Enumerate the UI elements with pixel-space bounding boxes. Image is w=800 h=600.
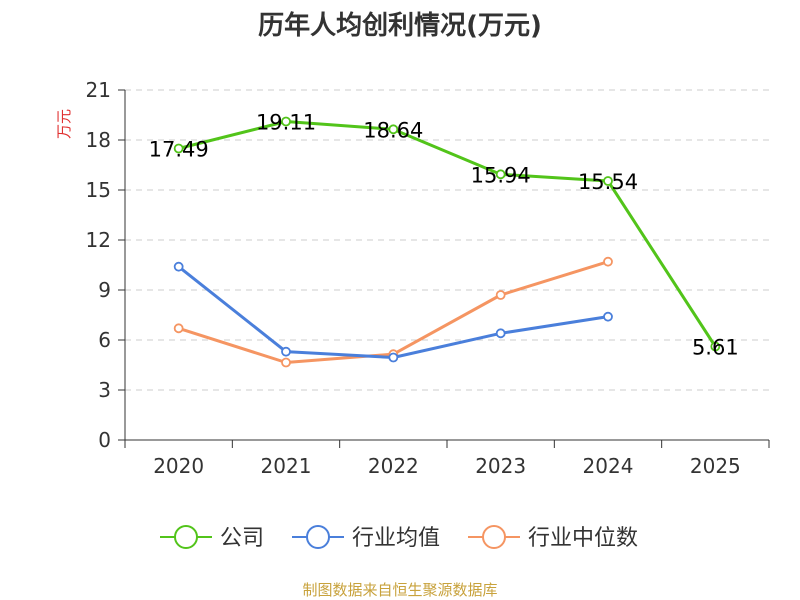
y-tick-label: 0 — [98, 428, 111, 452]
y-tick-label: 18 — [86, 128, 111, 152]
legend-label: 行业均值 — [352, 526, 440, 551]
legend: 公司 行业均值 行业中位数 — [160, 525, 638, 551]
data-label: 18.64 — [363, 118, 423, 142]
data-label: 5.61 — [692, 336, 739, 360]
series-公司 — [173, 116, 721, 352]
x-tick-label: 2024 — [583, 454, 634, 478]
data-point — [603, 256, 613, 267]
legend-label: 公司 — [220, 526, 264, 551]
series-line — [178, 260, 609, 364]
y-tick-label: 6 — [98, 328, 111, 352]
data-point — [173, 323, 184, 334]
x-tick-label: 2022 — [368, 454, 419, 478]
data-point — [495, 290, 506, 300]
data-label: 15.54 — [578, 170, 638, 194]
grid-layer — [125, 89, 769, 391]
data-label-layer: 17.49 19.11 18.64 15.94 15.54 5.61 — [149, 111, 739, 360]
data-point — [388, 124, 399, 135]
y-tick-label: 12 — [86, 228, 111, 252]
series-layer — [173, 116, 721, 368]
series-行业均值 — [173, 261, 613, 363]
data-label: 17.49 — [149, 138, 209, 162]
legend-swatch-marker — [306, 525, 330, 549]
data-point — [710, 341, 721, 352]
x-tick-label: 2021 — [261, 454, 312, 478]
legend-item: 行业均值 — [292, 525, 440, 551]
data-point — [388, 352, 399, 363]
data-point — [281, 346, 291, 357]
data-point — [281, 357, 291, 368]
y-tick-label: 9 — [98, 278, 111, 302]
data-point — [173, 261, 184, 272]
data-point — [495, 169, 506, 180]
x-tick-label: 2023 — [475, 454, 526, 478]
chart-title: 历年人均创利情况(万元) — [258, 10, 542, 41]
data-label: 19.11 — [256, 111, 316, 135]
legend-label: 行业中位数 — [528, 526, 638, 551]
data-point — [281, 116, 291, 127]
data-source: 制图数据来自恒生聚源数据库 — [302, 581, 497, 599]
axis-layer: 0 3 6 9 12 15 18 21 2020 2021 2022 2023 2024 2025 — [86, 78, 770, 478]
data-label: 15.94 — [471, 163, 531, 187]
x-tick-label: 2025 — [690, 454, 741, 478]
series-行业中位数 — [173, 256, 613, 368]
y-tick-label: 3 — [98, 378, 111, 402]
y-axis-unit: 万元 — [55, 109, 73, 139]
legend-swatch-marker — [174, 525, 198, 549]
x-tick-label: 2020 — [153, 454, 204, 478]
y-tick-label: 15 — [86, 178, 111, 202]
y-tick-label: 21 — [86, 78, 111, 102]
series-line — [178, 120, 717, 348]
data-point — [173, 143, 184, 154]
legend-item: 公司 — [160, 525, 264, 551]
data-point — [603, 311, 613, 322]
data-point — [603, 176, 613, 186]
legend-item: 行业中位数 — [468, 525, 638, 551]
legend-swatch-marker — [482, 525, 506, 549]
data-point — [495, 328, 506, 339]
